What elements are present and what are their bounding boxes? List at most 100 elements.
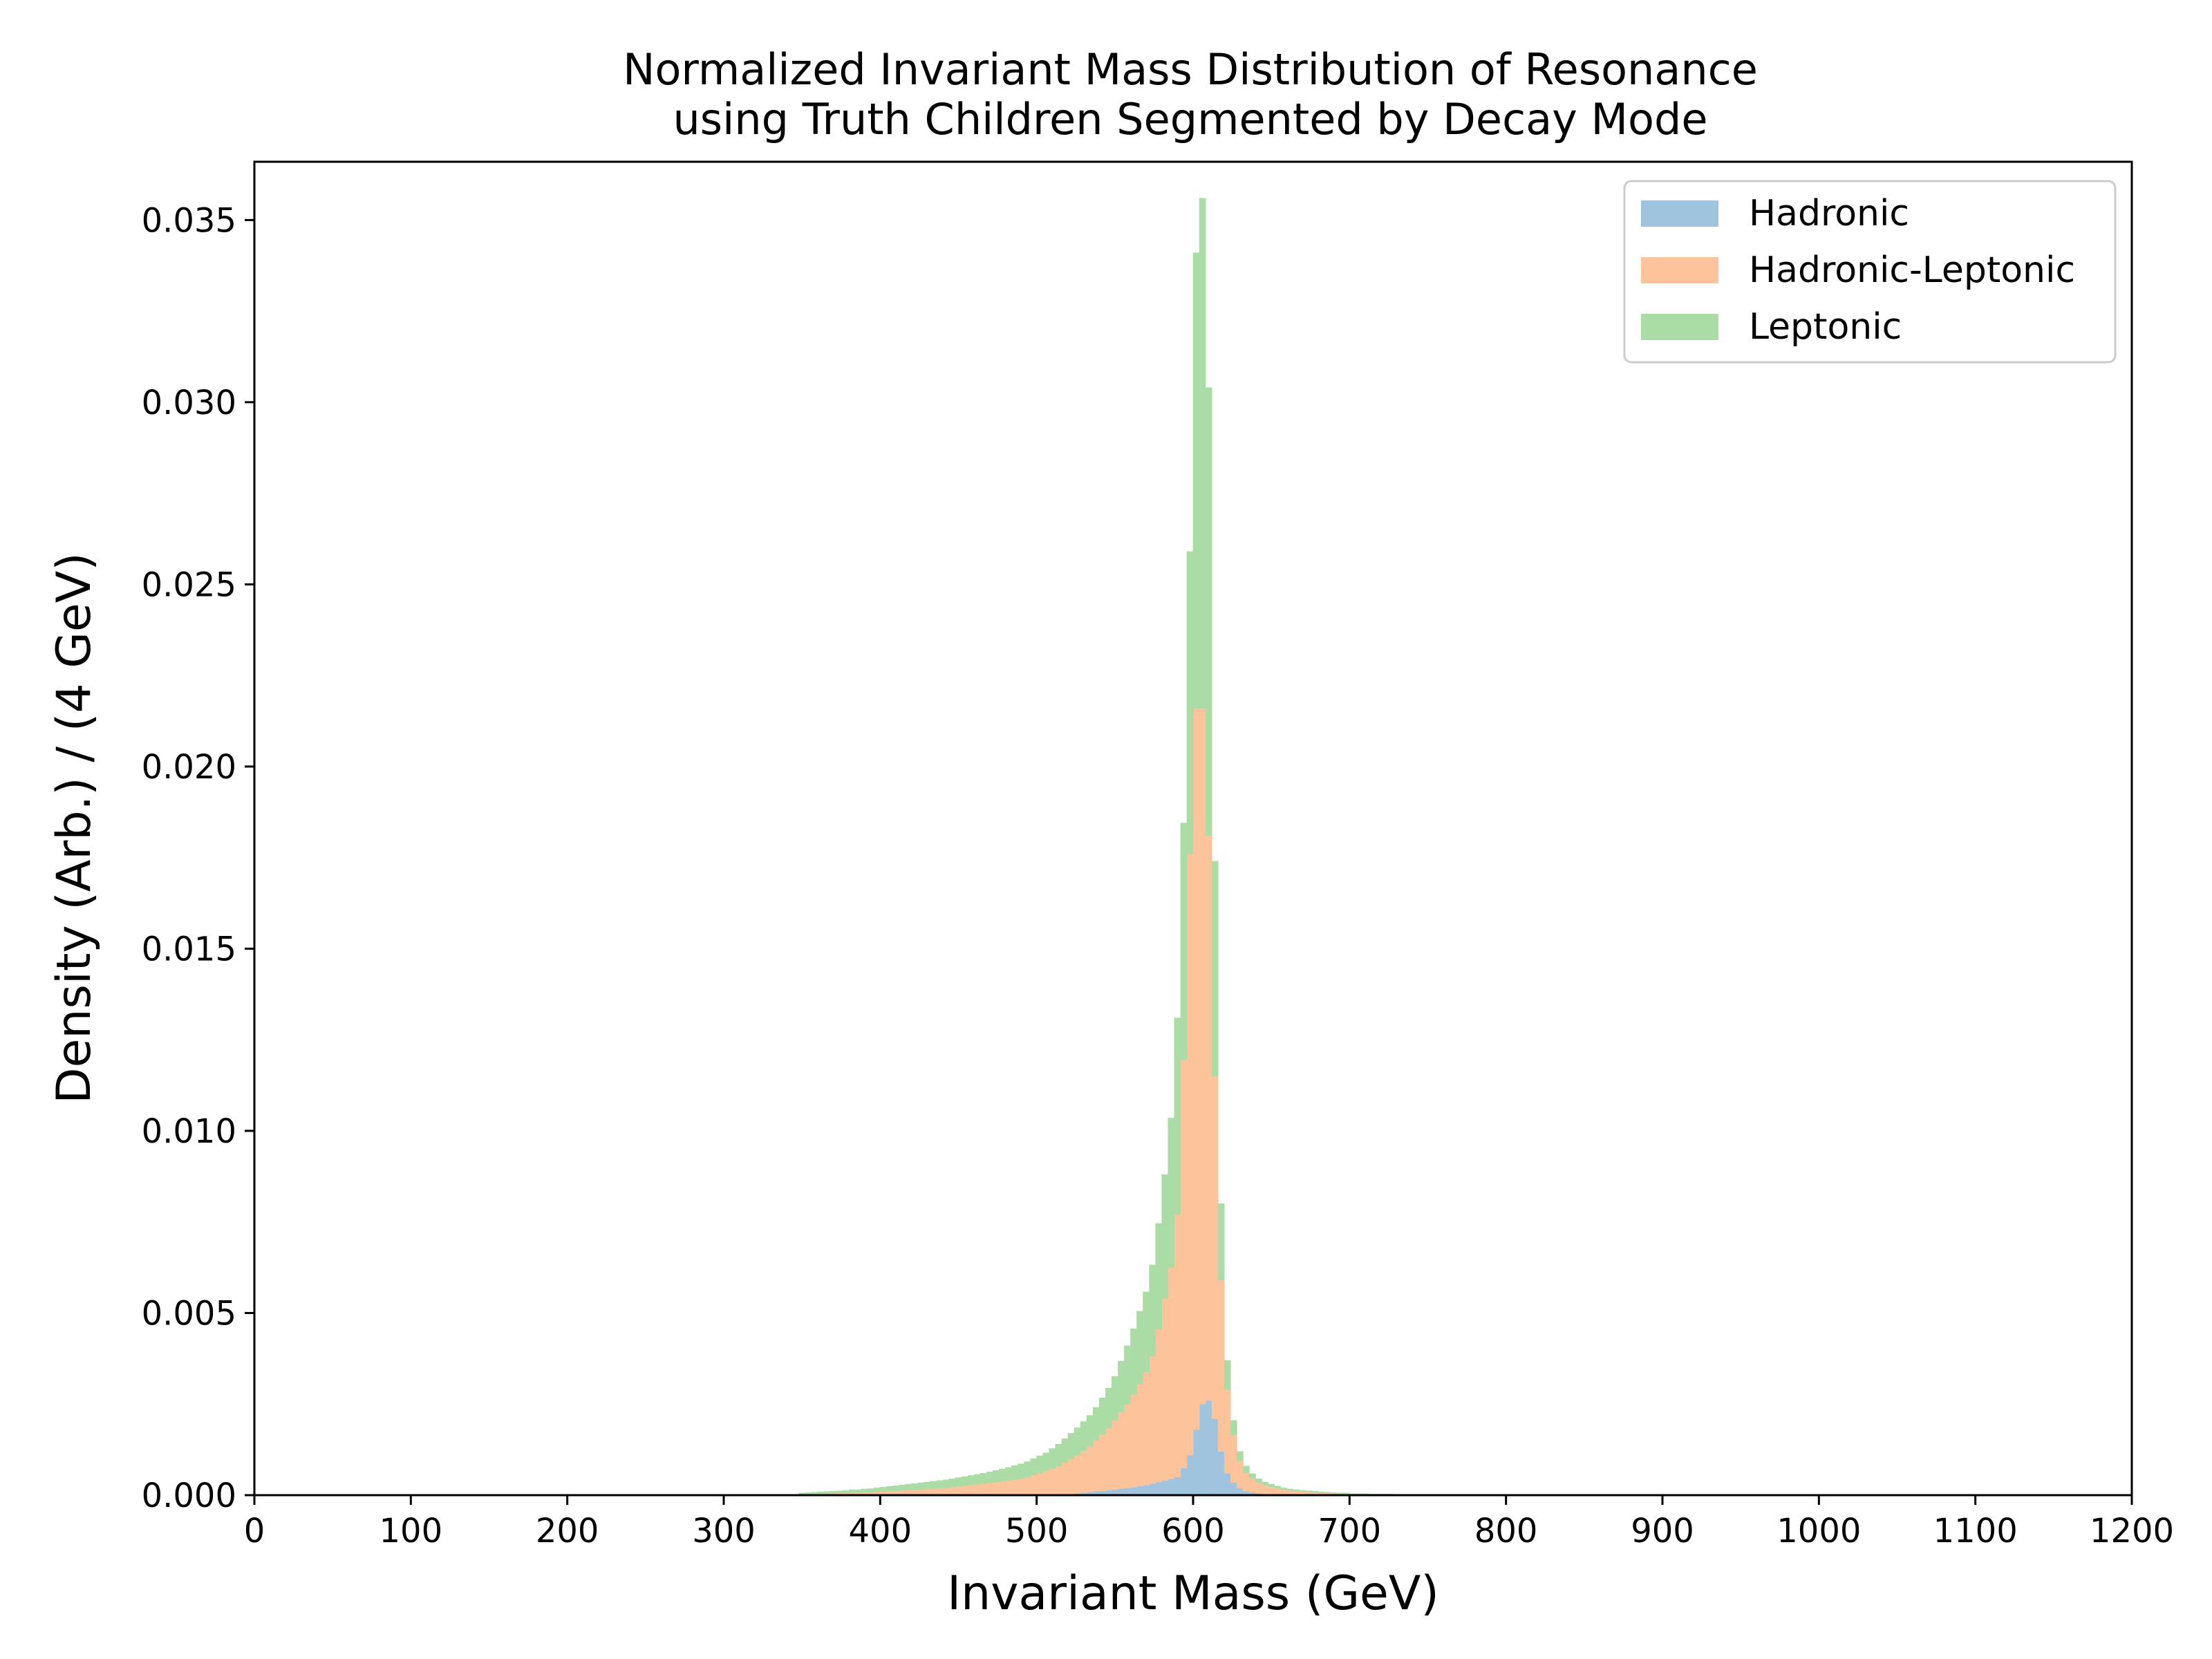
histogram-bar — [892, 1485, 899, 1491]
histogram-bar — [830, 1490, 837, 1494]
histogram-bar — [1280, 1488, 1288, 1490]
x-tick-label: 1200 — [2090, 1512, 2174, 1550]
x-tick-label: 500 — [1005, 1512, 1069, 1550]
histogram-bar — [1155, 1223, 1163, 1329]
histogram-bar — [1262, 1484, 1268, 1494]
legend: Hadronic Hadronic-Leptonic Leptonic — [1623, 180, 2117, 364]
histogram-bar — [1092, 1440, 1100, 1492]
x-tick-label: 800 — [1474, 1512, 1538, 1550]
histogram-bar — [1061, 1462, 1069, 1495]
histogram-bar — [1018, 1478, 1024, 1496]
series-hadronic-leptonic — [798, 708, 1432, 1496]
histogram-bar — [999, 1468, 1006, 1482]
histogram-bar — [1192, 252, 1200, 709]
histogram-bar — [930, 1481, 937, 1489]
y-tick-label: 0.035 — [142, 201, 236, 240]
histogram-bar — [905, 1483, 912, 1490]
histogram-bar — [1230, 1434, 1237, 1483]
histogram-bar — [1230, 1482, 1237, 1496]
histogram-bar — [1211, 1418, 1219, 1496]
histogram-bar — [1161, 1174, 1169, 1299]
histogram-bar — [1143, 1484, 1150, 1496]
histogram-bar — [1224, 1389, 1231, 1474]
legend-swatch — [1641, 200, 1718, 227]
histogram-bar — [1192, 708, 1200, 1430]
x-axis: 0 100 200 300 400 500 600 700 800 900 1000 1100 1200 — [244, 1495, 2174, 1550]
histogram-bar — [886, 1486, 893, 1492]
histogram-bar — [1336, 1492, 1344, 1494]
histogram-bar — [1217, 1451, 1225, 1496]
histogram-bar — [1255, 1482, 1262, 1494]
y-tick-label: 0.005 — [142, 1294, 236, 1333]
y-tick-label: 0.020 — [142, 748, 236, 787]
legend-frame — [1623, 180, 2117, 364]
x-tick-label: 400 — [849, 1512, 912, 1550]
x-tick-label: 100 — [379, 1512, 443, 1550]
x-tick-label: 1100 — [1933, 1512, 2018, 1550]
x-tick-label: 300 — [692, 1512, 756, 1550]
histogram-bar — [967, 1484, 975, 1496]
y-tick-label: 0.030 — [142, 384, 236, 422]
histogram-bar — [899, 1484, 906, 1491]
legend-label: Hadronic — [1749, 193, 1909, 234]
histogram-bar — [992, 1481, 1000, 1496]
histogram-bar — [1130, 1487, 1137, 1496]
histogram-bar — [1061, 1438, 1069, 1463]
histogram-bar — [1042, 1452, 1050, 1472]
histogram-bar — [798, 1492, 805, 1494]
y-tick-label: 0.025 — [142, 565, 236, 604]
x-tick-label: 700 — [1318, 1512, 1382, 1550]
histogram-bar — [1186, 854, 1194, 1456]
histogram-bar — [936, 1488, 944, 1496]
histogram-bar — [986, 1471, 993, 1483]
histogram-bar — [1186, 551, 1194, 854]
histogram-bar — [1136, 1485, 1143, 1496]
histogram-bar — [1168, 1478, 1175, 1496]
histogram-bar — [1098, 1434, 1106, 1491]
histogram-bar — [961, 1485, 968, 1496]
x-tick-label: 200 — [536, 1512, 599, 1550]
histogram-bar — [1211, 861, 1219, 1077]
histogram-bar — [980, 1483, 987, 1496]
histogram-bar — [1130, 1328, 1137, 1395]
histogram-bar — [867, 1488, 874, 1493]
histogram-bar — [967, 1475, 975, 1485]
histogram-bar — [1199, 198, 1206, 709]
histogram-bar — [942, 1488, 950, 1496]
histogram-bar — [1136, 1311, 1143, 1385]
histogram-bar — [948, 1487, 956, 1496]
histogram-bars — [798, 198, 1432, 1496]
histogram-bar — [1255, 1478, 1262, 1483]
histogram-bar — [1305, 1490, 1313, 1492]
y-tick-label: 0.015 — [142, 930, 236, 968]
histogram-bar — [1005, 1467, 1012, 1481]
histogram-bar — [1211, 1076, 1219, 1419]
histogram-bar — [1155, 1481, 1163, 1496]
histogram-bar — [1030, 1459, 1037, 1476]
histogram-bar — [1149, 1264, 1156, 1356]
histogram-bar — [924, 1481, 931, 1490]
histogram-bar — [1324, 1492, 1331, 1494]
histogram-bar — [1205, 387, 1212, 836]
histogram-bar — [973, 1474, 981, 1485]
histogram-bar — [1136, 1383, 1143, 1487]
x-axis-label: Invariant Mass (GeV) — [947, 1566, 1439, 1621]
histogram-bar — [1155, 1329, 1163, 1483]
y-tick-label: 0.010 — [142, 1112, 236, 1151]
histogram-bar — [1199, 708, 1206, 1405]
y-axis: 0.000 0.005 0.010 0.015 0.020 0.025 0.030 0.035 — [142, 201, 254, 1515]
histogram-bar — [1174, 1477, 1181, 1496]
histogram-bar — [942, 1479, 950, 1488]
histogram-bar — [936, 1480, 944, 1489]
histogram-bar — [1098, 1397, 1106, 1435]
histogram-bar — [1149, 1483, 1156, 1496]
histogram-bar — [961, 1476, 968, 1486]
histogram-bar — [1105, 1387, 1112, 1429]
histogram-bar — [1118, 1412, 1125, 1489]
histogram-bar — [1224, 1360, 1231, 1390]
histogram-bar — [973, 1483, 981, 1496]
y-tick-label: 0.000 — [142, 1477, 236, 1515]
histogram-bar — [1086, 1446, 1094, 1492]
histogram-bar — [1143, 1291, 1150, 1373]
histogram-bar — [1268, 1483, 1275, 1488]
